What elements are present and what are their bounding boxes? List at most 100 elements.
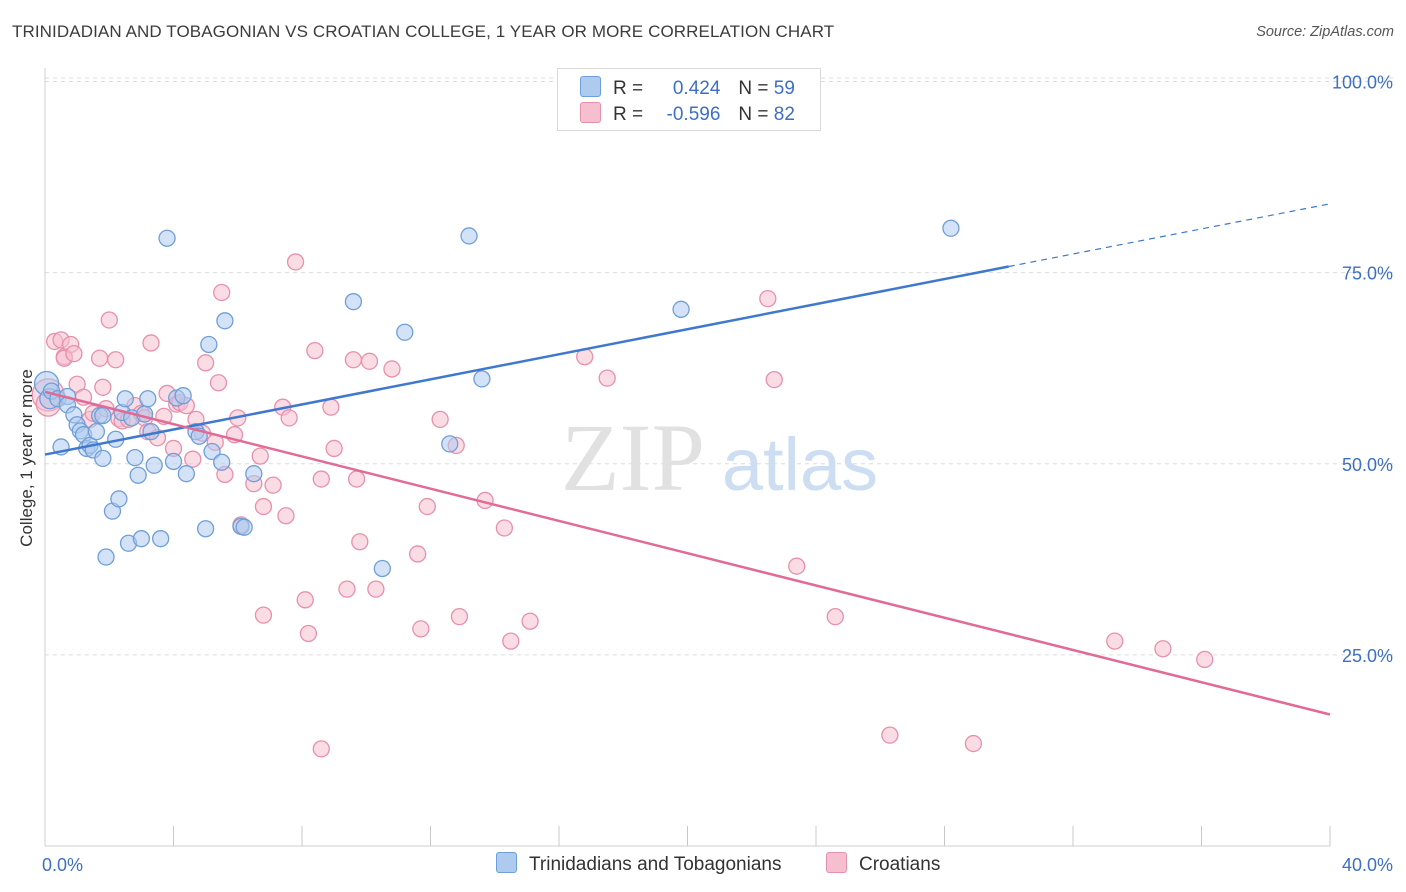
blue-point [174, 387, 192, 405]
pink-point [254, 497, 273, 516]
pink-point [254, 606, 273, 624]
blue-point [344, 293, 363, 311]
x-tick-label-max: 40.0% [1342, 855, 1393, 875]
pink-point [299, 624, 318, 643]
pink-point [296, 591, 314, 609]
pink-point [408, 545, 427, 563]
pink-point [881, 726, 899, 744]
pink-point [450, 608, 469, 626]
pink-point [65, 345, 83, 363]
pink-point [312, 740, 330, 758]
pink-point [495, 519, 514, 537]
pink-point [107, 351, 125, 369]
bottom-legend-blue: Trinidadians and Tobagonians [496, 852, 781, 876]
pink-point [1106, 632, 1124, 650]
blue-point [177, 465, 196, 483]
blue-point [473, 370, 491, 388]
pink-point [1196, 650, 1214, 669]
legend-n-blue: 59 [773, 78, 795, 99]
legend-r-label: R = [613, 104, 644, 125]
pink-point [418, 497, 436, 516]
blue-point [129, 466, 147, 484]
pink-point [367, 580, 385, 598]
legend-swatch-blue [580, 76, 601, 97]
blue-point [216, 312, 234, 330]
grid-lines [45, 77, 1393, 656]
blue-point [132, 530, 151, 548]
trend-lines [44, 203, 1331, 716]
pink-point [765, 371, 783, 389]
blue-point [942, 219, 960, 237]
watermark: ZIP atlas [561, 404, 878, 511]
pink-point [94, 378, 112, 396]
y-tick-label: 100.0% [1332, 73, 1393, 93]
blue-point [139, 390, 157, 408]
pink-point [277, 507, 295, 525]
pink-point [325, 439, 343, 458]
pink-point [264, 476, 282, 494]
y-tick-label: 25.0% [1342, 646, 1393, 666]
blue-point [87, 422, 106, 441]
trinidadians-points [33, 219, 960, 578]
blue-point [158, 229, 176, 247]
y-tick-label: 75.0% [1342, 264, 1393, 284]
blue-point [200, 335, 218, 354]
x-tick-label-min: 0.0% [42, 855, 83, 875]
blue-point [203, 442, 221, 461]
blue-point [373, 559, 391, 578]
blue-point [672, 300, 690, 318]
pink-point [90, 349, 109, 367]
axes [44, 68, 1331, 847]
pink-point [338, 580, 356, 598]
blue-trend-extension [1008, 203, 1331, 268]
legend-r-blue: 0.424 [672, 78, 721, 99]
pink-point [521, 612, 539, 630]
source-label: Source: ZipAtlas.com [1256, 24, 1394, 40]
pink-point [196, 354, 215, 372]
pink-point [306, 341, 324, 360]
blue-point [213, 453, 231, 471]
bottom-legend-swatch-pink [826, 852, 847, 873]
blue-point [126, 448, 144, 467]
pink-point [412, 620, 430, 638]
legend-n-label: N = [738, 78, 769, 99]
pink-point [213, 283, 231, 302]
blue-point [396, 323, 414, 341]
blue-point [145, 456, 163, 474]
pink-point [322, 398, 340, 416]
y-axis-label: College, 1 year or more [17, 369, 36, 547]
blue-point [245, 465, 263, 483]
pink-point [383, 360, 401, 378]
pink-point [351, 533, 369, 551]
blue-point [116, 390, 134, 408]
pink-point [1154, 640, 1172, 658]
legend-n-label: N = [738, 104, 769, 125]
bottom-legend-pink: Croatians [826, 852, 940, 876]
chart-title: TRINIDADIAN AND TOBAGONIAN VS CROATIAN C… [12, 22, 835, 41]
pink-point [209, 374, 228, 392]
pink-point [251, 447, 269, 465]
pink-point [347, 470, 366, 488]
pink-point [142, 334, 160, 352]
y-tick-label: 50.0% [1342, 455, 1393, 475]
pink-point [759, 289, 777, 308]
legend-swatch-pink [580, 102, 601, 123]
blue-point [441, 435, 459, 453]
pink-point [344, 351, 363, 369]
bottom-legend-label-pink: Croatians [859, 854, 941, 875]
legend-r-pink: -0.596 [666, 104, 721, 125]
legend-r-label: R = [613, 78, 644, 99]
blue-point [196, 520, 215, 538]
pink-point [280, 409, 298, 427]
watermark-atlas: atlas [722, 423, 878, 506]
blue-point [97, 548, 115, 566]
pink-point [286, 253, 305, 271]
bottom-legend-swatch-blue [496, 852, 517, 873]
pink-point [431, 410, 449, 429]
bottom-legend-label-blue: Trinidadians and Tobagonians [529, 854, 782, 875]
pink-point [502, 632, 520, 650]
legend-n-pink: 82 [773, 104, 795, 125]
pink-point [312, 470, 330, 488]
blue-point [164, 452, 183, 471]
